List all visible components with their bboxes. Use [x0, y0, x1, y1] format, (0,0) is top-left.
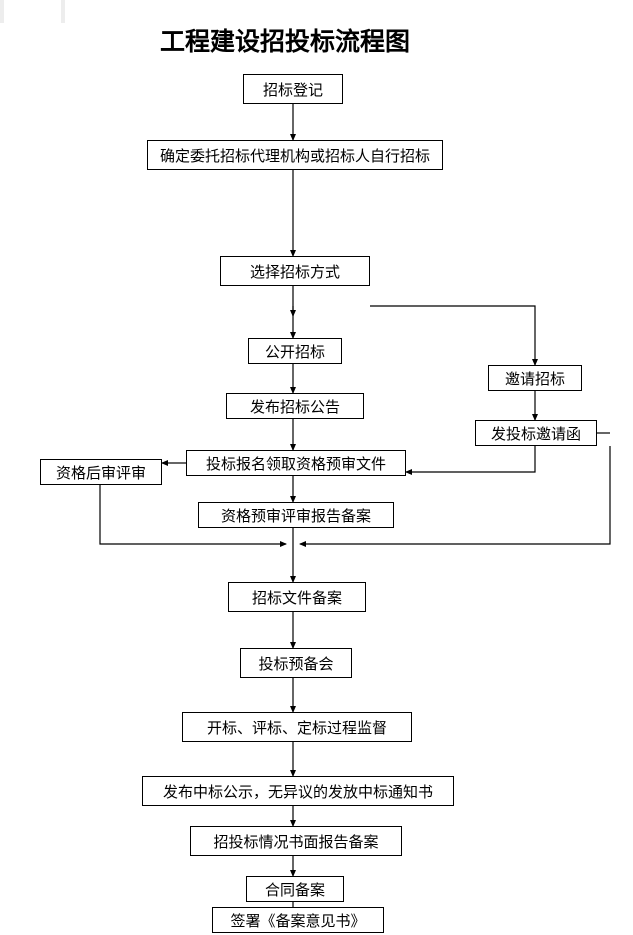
- flowchart-node-label: 投标报名领取资格预审文件: [206, 453, 386, 474]
- flowchart-node-label: 发布中标公示，无异议的发放中标通知书: [163, 781, 433, 802]
- flowchart-node-label: 确定委托招标代理机构或招标人自行招标: [160, 145, 430, 166]
- page-guide-mark: [61, 0, 65, 23]
- flowchart-node: 投标报名领取资格预审文件: [186, 450, 406, 476]
- flowchart-node: 发布招标公告: [226, 393, 364, 419]
- flowchart-node-label: 邀请招标: [505, 368, 565, 389]
- flowchart-node-label: 发布招标公告: [250, 396, 340, 417]
- flowchart-canvas: 工程建设招投标流程图 招标登记确定委托招标代理机构或招标人自行招标选择招标方式公…: [0, 0, 633, 935]
- flowchart-node-label: 资格预审评审报告备案: [221, 505, 371, 526]
- flowchart-node: 招标登记: [243, 74, 343, 104]
- flowchart-node: 资格预审评审报告备案: [198, 502, 394, 528]
- diagram-title: 工程建设招投标流程图: [160, 22, 410, 58]
- flowchart-edge: [370, 306, 535, 365]
- flowchart-node-label: 招投标情况书面报告备案: [213, 831, 378, 852]
- flowchart-node-label: 合同备案: [265, 879, 325, 900]
- flowchart-node: 招投标情况书面报告备案: [190, 826, 402, 856]
- flowchart-node: 选择招标方式: [220, 256, 370, 286]
- flowchart-node: 投标预备会: [240, 648, 352, 678]
- flowchart-node-label: 公开招标: [265, 341, 325, 362]
- flowchart-edge: [406, 446, 535, 472]
- flowchart-node: 开标、评标、定标过程监督: [182, 712, 412, 742]
- flowchart-node: 确定委托招标代理机构或招标人自行招标: [147, 140, 443, 170]
- flowchart-node-label: 招标文件备案: [252, 587, 342, 608]
- flowchart-node-label: 签署《备案意见书》: [230, 910, 365, 931]
- flowchart-node-label: 发投标邀请函: [491, 423, 581, 444]
- flowchart-node: 资格后审评审: [40, 459, 162, 485]
- flowchart-node-label: 投标预备会: [258, 653, 333, 674]
- flowchart-node: 公开招标: [248, 338, 342, 364]
- flowchart-node-label: 选择招标方式: [250, 261, 340, 282]
- flowchart-node: 合同备案: [246, 876, 344, 902]
- flowchart-node-label: 开标、评标、定标过程监督: [207, 717, 387, 738]
- flowchart-node: 发投标邀请函: [475, 420, 597, 446]
- flowchart-node-label: 资格后审评审: [56, 462, 146, 483]
- page-guide-mark: [0, 0, 4, 23]
- flowchart-node: 招标文件备案: [228, 582, 366, 612]
- flowchart-node-label: 招标登记: [263, 79, 323, 100]
- flowchart-node: 签署《备案意见书》: [212, 907, 384, 933]
- flowchart-node: 邀请招标: [488, 365, 582, 391]
- flowchart-node: 发布中标公示，无异议的发放中标通知书: [142, 776, 454, 806]
